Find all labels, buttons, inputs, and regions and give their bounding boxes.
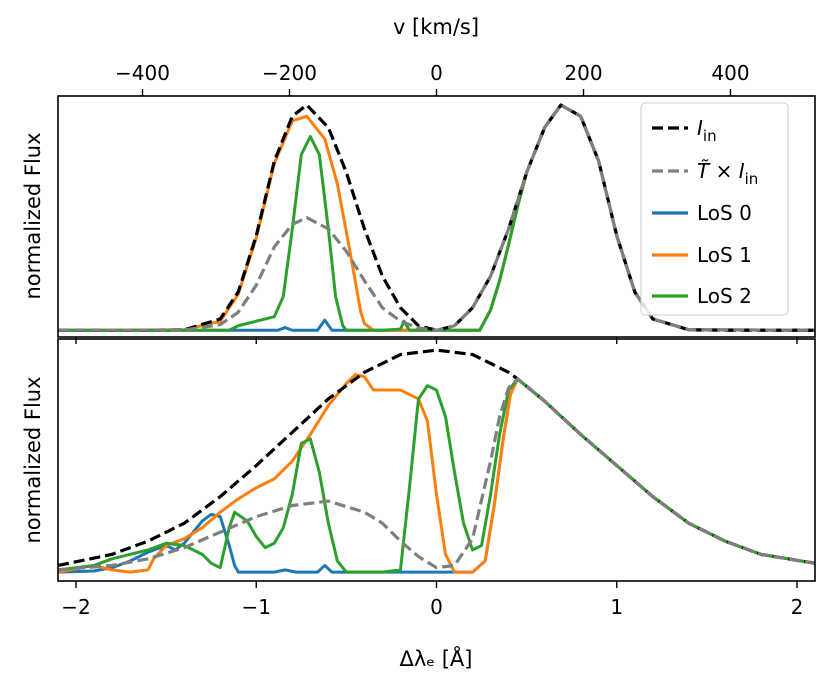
bottom-tick-label: 1 [610, 595, 623, 619]
top-tick-label: 200 [564, 61, 602, 85]
bottom-tick-label: 0 [430, 595, 443, 619]
legend-entry-los-2: LoS 2 [652, 284, 752, 308]
bottom-y-axis-title: normalized Flux [21, 376, 45, 543]
legend-entry-los-0: LoS 0 [652, 201, 752, 225]
bottom-tick-label: 2 [791, 595, 804, 619]
bottom-series-t-i-in [58, 377, 815, 572]
bottom-tick-label: −1 [242, 595, 271, 619]
top-tick-label: −400 [115, 61, 170, 85]
top-tick-label: 400 [711, 61, 749, 85]
top-axis-title: v [km/s] [393, 15, 479, 39]
bottom-tick-label: −2 [61, 595, 90, 619]
legend-label: LoS 0 [697, 201, 752, 225]
legend-label: LoS 2 [697, 284, 752, 308]
top-tick-label: −200 [262, 61, 317, 85]
legend-label: LoS 1 [697, 243, 752, 267]
top-tick-label: 0 [430, 61, 443, 85]
legend-label: Iin [697, 116, 717, 145]
legend-entry-los-1: LoS 1 [652, 243, 752, 267]
bottom-series-i-in [58, 348, 815, 568]
bottom-series-los-2 [58, 377, 815, 574]
top-y-axis-title: normalized Flux [21, 132, 45, 299]
bottom-axis-title: Δλₑ [Å] [400, 645, 473, 671]
top-axis-ticks: −400 −200 0 200 400 [115, 61, 750, 96]
legend-box [640, 102, 789, 316]
top-series-t-i-in [58, 103, 815, 332]
bottom-panel [57, 338, 816, 582]
legend-label: T̃ × Iin [697, 159, 758, 188]
legend-entry-t-i-in: T̃ × Iin [652, 159, 758, 188]
legend-entry-i-in: Iin [652, 116, 717, 145]
legend: Iin T̃ × Iin LoS 0 LoS 1 LoS 2 [640, 102, 789, 316]
bottom-axis-ticks: −2 −1 0 1 2 [61, 337, 803, 619]
